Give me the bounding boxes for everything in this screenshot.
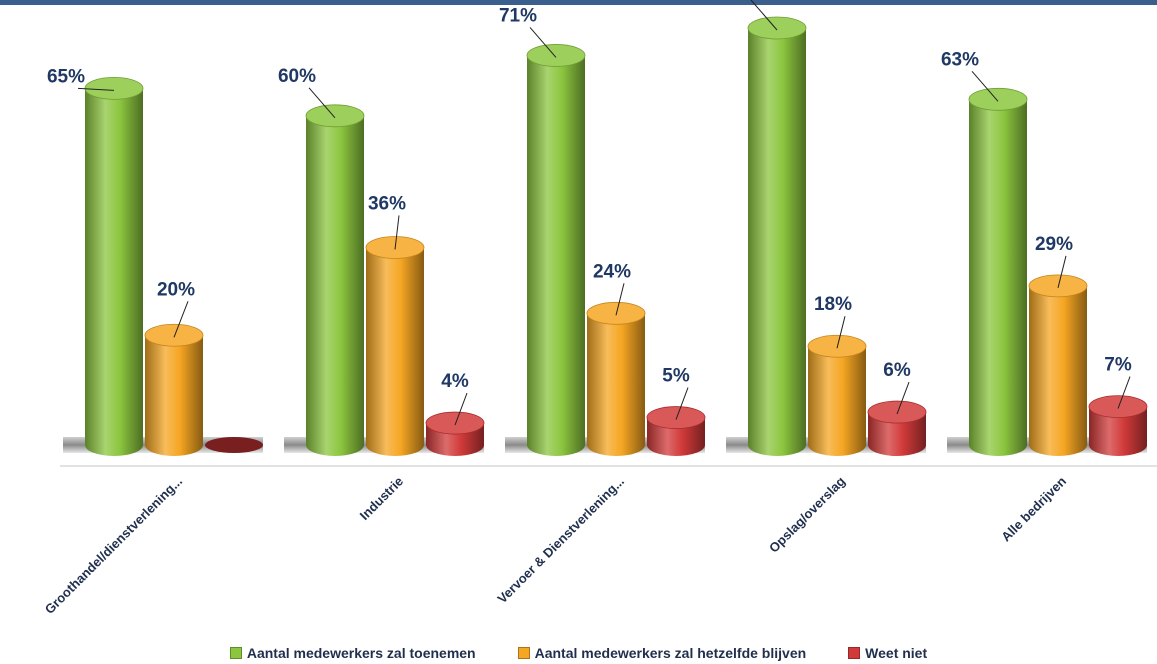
bar xyxy=(306,115,364,456)
category-label: Alle bedrijven xyxy=(998,473,1069,544)
legend-label: Weet niet xyxy=(865,645,928,661)
bar-top xyxy=(968,87,1028,111)
legend: Aantal medewerkers zal toenemen Aantal me… xyxy=(0,642,1157,664)
bar xyxy=(1029,285,1087,456)
data-label: 60% xyxy=(278,66,316,87)
data-label: 6% xyxy=(883,360,911,381)
data-label: 20% xyxy=(157,279,195,300)
leader-lines xyxy=(77,0,1131,426)
leader-line xyxy=(675,387,689,420)
legend-swatch xyxy=(848,647,861,659)
data-label: 71% xyxy=(499,5,537,26)
bar-top xyxy=(144,323,204,347)
bar-top xyxy=(867,400,927,424)
data-label: 18% xyxy=(814,294,852,315)
data-label: 63% xyxy=(941,49,979,70)
legend-item: Aantal medewerkers zal hetzelfde blijven xyxy=(517,645,807,661)
bar xyxy=(145,335,203,456)
leader-line xyxy=(77,87,115,91)
leader-line xyxy=(750,0,778,31)
data-label: 4% xyxy=(441,371,469,392)
bar-top xyxy=(305,104,365,128)
bar xyxy=(748,28,806,456)
leader-line xyxy=(896,381,910,415)
bar xyxy=(808,346,866,456)
bar-zero xyxy=(205,437,263,453)
category-labels: Groothandel/dienstverlening... Industrie V… xyxy=(42,473,1069,616)
bar-chart: 65%20%60%36%4%71%24%5%76%18%6%63%29%7% G… xyxy=(42,0,1157,617)
category-label: Opslag/overslag xyxy=(766,473,848,555)
bar-top xyxy=(747,16,807,40)
legend-label: Aantal medewerkers zal toenemen xyxy=(246,645,476,661)
bar xyxy=(1089,406,1147,456)
leader-line xyxy=(615,283,625,316)
leader-line xyxy=(836,316,846,349)
top-border xyxy=(0,0,1157,5)
leader-line xyxy=(1117,376,1131,409)
legend-swatch xyxy=(229,647,242,659)
bars-group xyxy=(84,16,1148,457)
legend-swatch xyxy=(517,647,530,659)
legend-item: Aantal medewerkers zal toenemen xyxy=(229,645,476,661)
data-label: 36% xyxy=(368,193,406,214)
leader-line xyxy=(308,87,336,119)
leader-line xyxy=(394,215,400,250)
leader-line xyxy=(529,27,557,58)
bar-top xyxy=(526,44,586,67)
bar xyxy=(85,88,143,457)
bar-top xyxy=(646,406,706,429)
value-labels: 65%20%60%36%4%71%24%5%76%18%6%63%29%7% xyxy=(47,5,1132,392)
category-label: Industrie xyxy=(357,474,406,523)
leader-line xyxy=(454,392,468,426)
bar-top xyxy=(1088,395,1148,418)
bar xyxy=(527,55,585,457)
category-label: Groothandel/dienstverlening... xyxy=(42,474,185,617)
data-label: 65% xyxy=(47,66,85,87)
leader-line xyxy=(173,301,189,338)
leader-line xyxy=(971,71,999,102)
data-label: 24% xyxy=(593,261,631,282)
legend-item: Weet niet xyxy=(848,645,927,661)
data-label: 29% xyxy=(1035,234,1073,255)
bar xyxy=(587,313,645,456)
bar-top xyxy=(84,76,144,100)
bar xyxy=(969,99,1027,456)
data-label: 7% xyxy=(1104,355,1132,376)
data-label: 5% xyxy=(662,366,690,387)
leader-line xyxy=(1057,255,1067,289)
bar xyxy=(868,412,926,456)
bar-top xyxy=(425,411,485,435)
bar xyxy=(366,247,424,456)
category-label: Vervoer & Dienstverlening... xyxy=(494,474,627,607)
legend-label: Aantal medewerkers zal hetzelfde blijven xyxy=(534,645,807,661)
